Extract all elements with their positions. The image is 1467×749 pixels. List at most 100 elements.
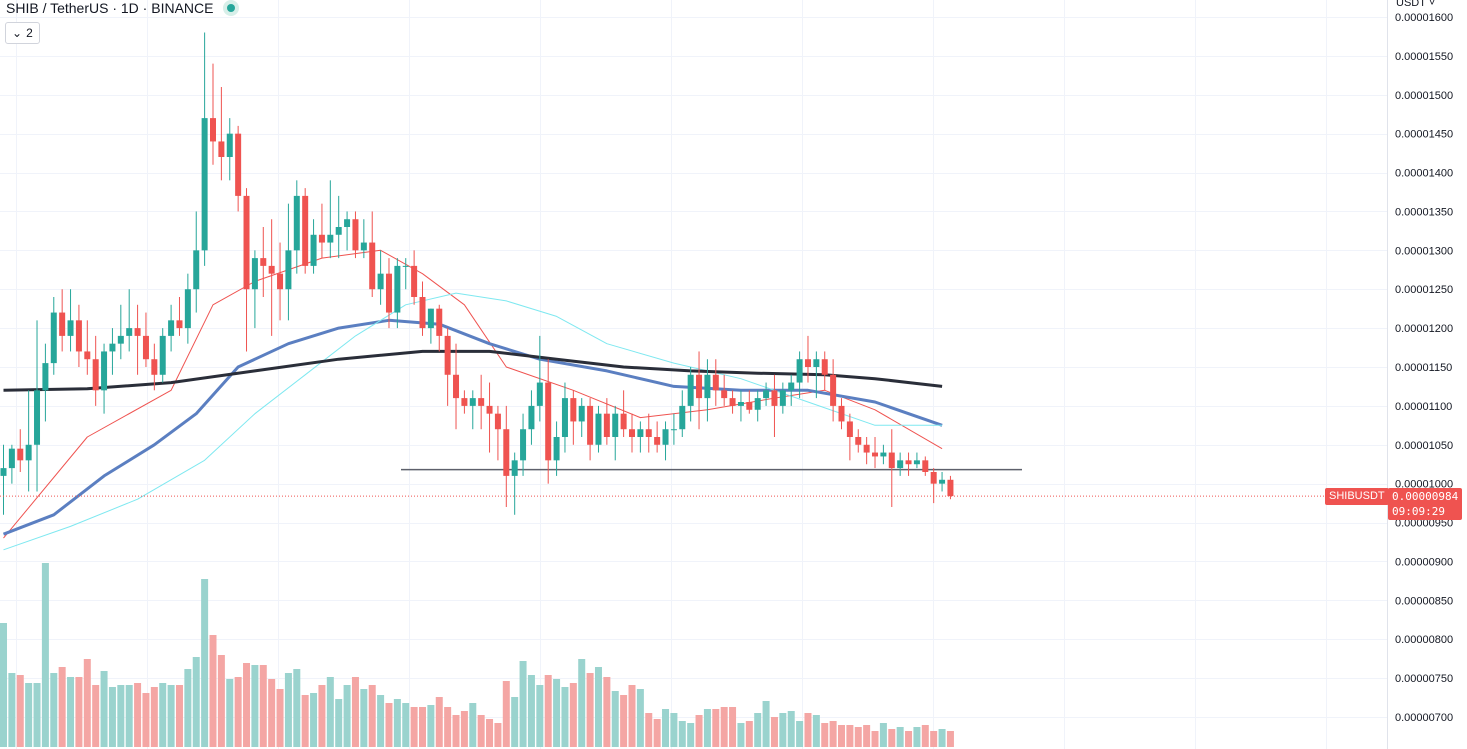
volume-bar — [284, 673, 292, 747]
volume-bar — [192, 657, 200, 747]
market-status-dot-icon — [227, 4, 236, 12]
volume-bar — [83, 659, 91, 747]
candle-body — [293, 195, 300, 251]
price-axis-label: 0.00001500 — [1395, 90, 1453, 102]
price-axis-label: 0.00001150 — [1395, 362, 1452, 374]
candle-body — [905, 460, 912, 465]
volume-bar — [268, 679, 276, 747]
candle-body — [813, 359, 820, 367]
volume-bar — [863, 725, 871, 747]
volume-bar — [737, 723, 745, 747]
candle-body — [846, 421, 853, 437]
volume-bar — [393, 699, 401, 747]
volume-bar — [226, 679, 234, 747]
grid — [0, 0, 1387, 749]
candle-body — [520, 429, 527, 461]
candle-body — [821, 359, 828, 375]
volume-bar — [578, 659, 586, 747]
volume-bar — [234, 677, 242, 747]
candle-body — [494, 413, 501, 430]
candle-body — [612, 413, 619, 437]
candle-body — [838, 405, 845, 422]
volume-bar — [645, 713, 653, 747]
volume-bar — [50, 673, 58, 747]
candle-body — [503, 429, 510, 476]
volume-bar — [402, 703, 410, 747]
volume-bar — [796, 721, 804, 747]
price-axis-label: 0.00000750 — [1395, 673, 1453, 685]
candle-body — [461, 398, 468, 406]
candle-body — [126, 328, 133, 336]
volume-bar — [8, 673, 16, 747]
price-axis-label: 0.00001200 — [1395, 323, 1453, 335]
volume-bar — [544, 675, 552, 747]
volume-bar — [879, 723, 887, 747]
candle-body — [880, 452, 887, 457]
price-axis-label: 0.00001350 — [1395, 206, 1453, 218]
candle-body — [796, 359, 803, 383]
candle-body — [327, 234, 334, 243]
volume-bar — [678, 721, 686, 747]
candle-body — [0, 468, 7, 476]
currency-selector[interactable]: USDT ˅ — [1396, 0, 1435, 9]
candle-body — [369, 242, 376, 290]
candle-body — [788, 382, 795, 391]
candle-body — [888, 452, 895, 469]
candle-body — [704, 374, 711, 399]
volume-bars — [0, 563, 954, 747]
candle-body — [25, 444, 32, 461]
candle-body — [302, 195, 309, 266]
volume-bar — [100, 671, 108, 747]
volume-bar — [108, 687, 116, 747]
candle-body — [318, 234, 325, 243]
volume-bar — [41, 563, 49, 747]
candle-body — [436, 308, 443, 336]
moving-average-line — [2, 318, 943, 536]
volume-bar — [687, 723, 695, 747]
candle-body — [92, 359, 99, 391]
last-price-tag: 0.00000984 09:09:29 — [1388, 488, 1462, 520]
volume-bar — [217, 655, 225, 747]
volume-bar — [276, 689, 284, 747]
volume-bar — [251, 665, 259, 747]
volume-bar — [310, 693, 318, 747]
volume-bar — [460, 711, 468, 747]
volume-bar — [854, 727, 862, 747]
candle-body — [75, 320, 82, 352]
volume-bar — [16, 675, 24, 747]
candle-body — [193, 250, 200, 290]
price-axis-label: 0.00001250 — [1395, 284, 1453, 296]
indicators-collapse-button[interactable]: ⌄ 2 — [5, 22, 40, 44]
moving-average-line — [3, 349, 943, 392]
price-axis-label: 0.00001300 — [1395, 245, 1453, 257]
candle-body — [117, 335, 124, 344]
candle-body — [453, 374, 460, 399]
candle-body — [109, 343, 116, 352]
volume-bar — [301, 695, 309, 747]
volume-bar — [653, 719, 661, 747]
candle-body — [226, 133, 233, 157]
volume-bar — [150, 687, 158, 747]
candle-body — [570, 398, 577, 422]
candle-body — [67, 320, 74, 336]
candle-body — [603, 413, 610, 437]
candle-body — [268, 265, 275, 274]
price-axis-label: 0.00000900 — [1395, 556, 1453, 568]
volume-bar — [829, 721, 837, 747]
candle-body — [763, 390, 770, 399]
volume-bar — [896, 727, 904, 747]
volume-bar — [938, 729, 946, 747]
volume-bar — [787, 711, 795, 747]
volume-bar — [360, 689, 368, 747]
candle-body — [779, 390, 786, 406]
volume-bar — [410, 707, 418, 747]
candle-body — [411, 265, 418, 297]
candle-body — [385, 273, 392, 313]
volume-bar — [184, 669, 192, 747]
volume-bar — [561, 687, 569, 747]
candle-body — [218, 141, 225, 157]
candle-body — [595, 413, 602, 445]
price-axis-label: 0.00000950 — [1395, 518, 1453, 530]
volume-bar — [167, 685, 175, 747]
